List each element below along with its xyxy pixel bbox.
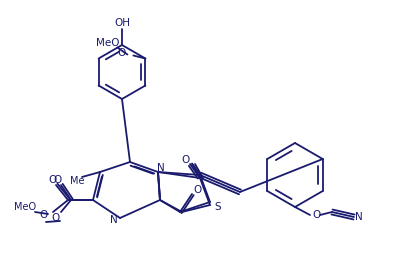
Text: MeO: MeO — [95, 38, 119, 48]
Text: O: O — [53, 175, 61, 185]
Text: O: O — [193, 185, 201, 195]
Text: O: O — [312, 210, 320, 220]
Text: N: N — [355, 212, 363, 222]
Text: OH: OH — [114, 18, 130, 28]
Text: MeO: MeO — [14, 202, 36, 212]
Text: O: O — [48, 175, 56, 185]
Text: O: O — [39, 210, 47, 220]
Text: N: N — [157, 163, 165, 173]
Text: S: S — [215, 202, 221, 212]
Text: N: N — [110, 215, 118, 225]
Text: O: O — [51, 213, 59, 223]
Text: O: O — [181, 155, 189, 165]
Text: O: O — [117, 48, 125, 59]
Text: Me: Me — [70, 176, 85, 186]
